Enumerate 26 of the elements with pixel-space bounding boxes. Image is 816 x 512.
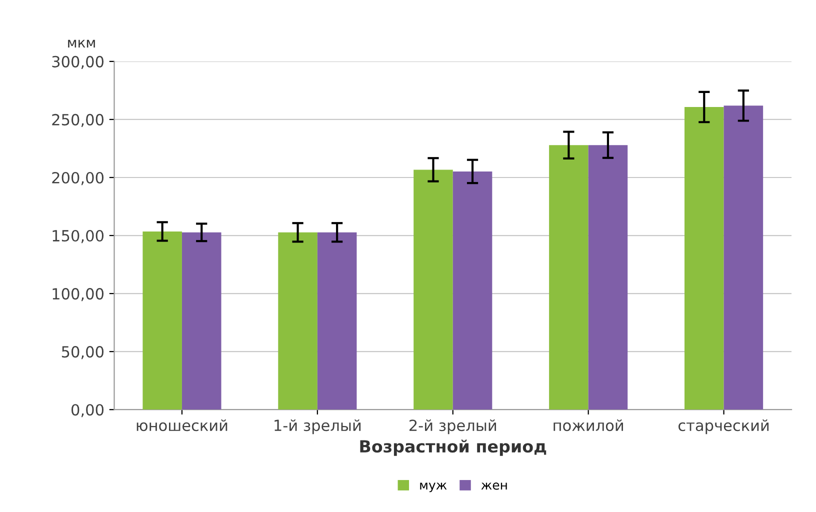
bar <box>684 107 724 410</box>
bar <box>588 145 628 410</box>
y-axis-title: мкм <box>68 40 95 48</box>
x-axis-title: Возрастной период <box>360 440 546 456</box>
y-tick-label: 300,00 <box>52 56 104 70</box>
x-tick-label: юношеский <box>136 419 228 432</box>
legend-label: муж <box>420 482 447 492</box>
x-tick-label: старческий <box>678 419 769 434</box>
y-tick-label: 100,00 <box>52 288 104 302</box>
x-tick-label: 2-й зрелый <box>410 419 496 434</box>
bar <box>278 232 318 410</box>
y-tick-label: 200,00 <box>52 172 104 186</box>
x-tick-label: пожилой <box>554 419 623 432</box>
bar <box>182 232 222 410</box>
y-tick-label: 150,00 <box>52 230 104 244</box>
bar <box>317 232 357 410</box>
y-tick-label: 250,00 <box>52 114 104 128</box>
bar <box>452 171 492 410</box>
bar <box>549 145 588 410</box>
legend-label: жен <box>481 482 507 490</box>
bar <box>414 170 453 410</box>
bar <box>724 106 764 410</box>
bar <box>142 231 182 410</box>
x-tick-label: 1-й зрелый <box>274 419 361 434</box>
y-tick-label: 0,00 <box>72 404 104 418</box>
y-tick-label: 50,00 <box>62 346 104 360</box>
